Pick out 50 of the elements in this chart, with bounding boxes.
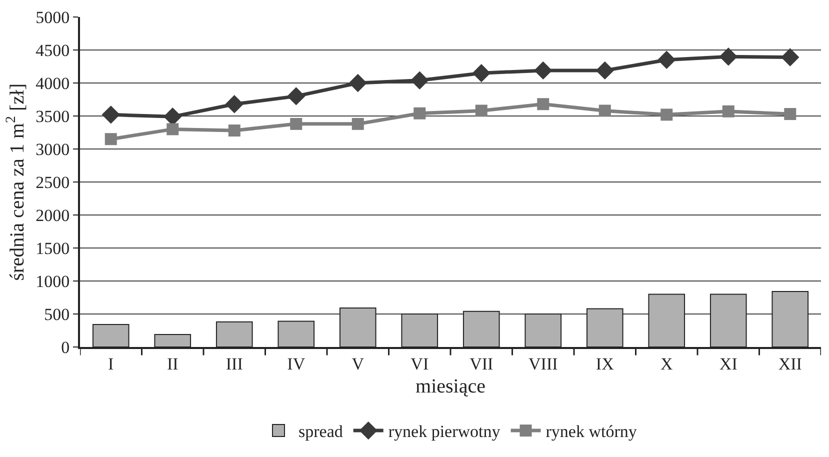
- point: [784, 108, 796, 120]
- x-tick-label: V: [352, 354, 365, 374]
- x-tick-label: IV: [287, 354, 306, 374]
- y-tick-label: 5000: [36, 8, 70, 27]
- x-tick-label: VII: [470, 354, 494, 374]
- y-tick-label: 4500: [36, 40, 70, 60]
- point: [287, 87, 306, 106]
- point: [537, 98, 550, 110]
- point: [104, 133, 117, 146]
- point: [475, 104, 488, 117]
- point: [228, 124, 240, 137]
- x-tick-label: IX: [596, 354, 614, 374]
- point: [352, 118, 364, 130]
- x-axis-title: miesiące: [416, 375, 486, 398]
- point: [290, 118, 302, 130]
- point: [658, 50, 676, 69]
- x-tick-label: II: [166, 354, 179, 374]
- x-tick-label: VIII: [528, 354, 558, 374]
- y-tick-label: 3000: [36, 140, 70, 159]
- x-tick-label: XI: [719, 354, 738, 374]
- point: [410, 71, 429, 90]
- point: [598, 104, 611, 117]
- point: [660, 108, 673, 121]
- y-tick-label: 500: [44, 304, 70, 324]
- x-tick-label: XII: [778, 354, 802, 374]
- x-tick-label: VI: [410, 354, 429, 374]
- point: [102, 106, 120, 124]
- point: [414, 107, 426, 120]
- point: [534, 61, 552, 80]
- point: [596, 61, 614, 80]
- point: [722, 105, 734, 118]
- x-tick-label: III: [226, 354, 244, 374]
- y-tick-label: 1500: [36, 238, 70, 258]
- point: [166, 123, 179, 136]
- legend-label: rynek wtórny: [546, 422, 638, 442]
- y-tick-label: 1000: [36, 272, 70, 291]
- y-tick-label: 0: [61, 338, 70, 357]
- legend-label: rynek pierwotny: [388, 422, 501, 442]
- x-tick-label: X: [660, 354, 673, 374]
- point: [472, 64, 490, 82]
- legend-label: spread: [298, 422, 344, 442]
- y-tick-label: 4000: [36, 74, 70, 93]
- y-tick-label: 3500: [36, 106, 70, 126]
- y-tick-label: 2500: [36, 172, 70, 192]
- point: [348, 74, 367, 92]
- point: [781, 48, 800, 66]
- x-tick-label: I: [108, 354, 114, 374]
- point: [719, 48, 738, 66]
- point: [225, 95, 244, 114]
- y-tick-label: 2000: [36, 206, 70, 225]
